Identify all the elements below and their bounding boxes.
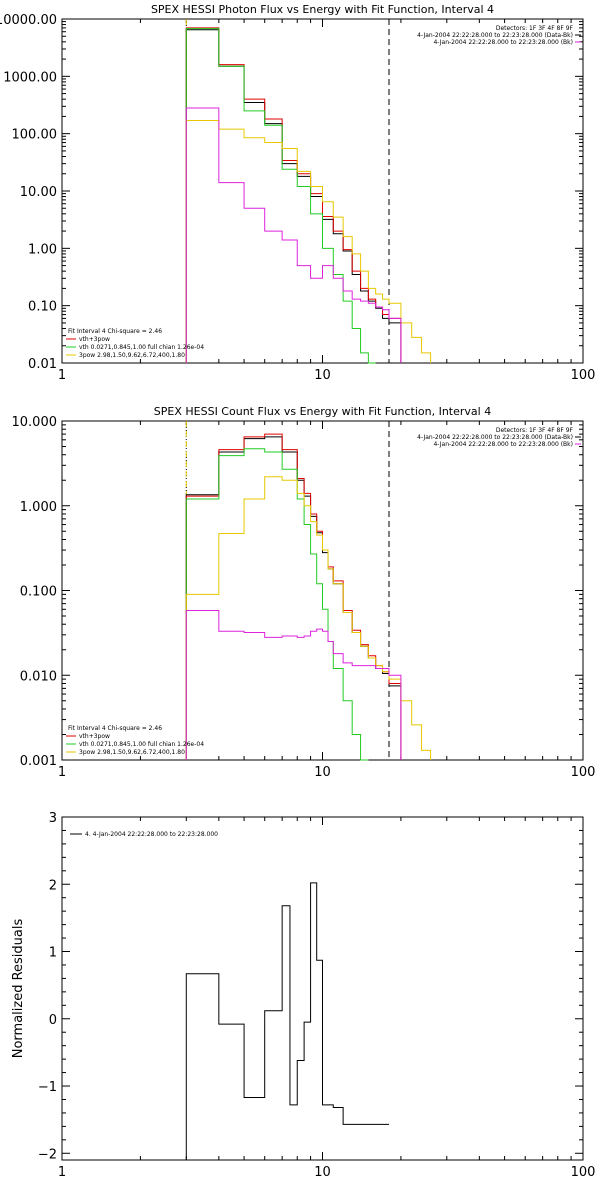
series-line-vth (185, 28, 376, 364)
series-line-residuals (185, 882, 389, 1160)
x-tick-label: 10 (314, 1165, 331, 1180)
series-line-vth-3pow (185, 27, 402, 363)
y-tick-label: 1.000 (20, 500, 57, 515)
y-tick-label: 2 (49, 878, 57, 893)
y-tick-label: 10000.00 (0, 13, 57, 28)
y-tick-label: 100.00 (12, 128, 58, 143)
x-tick-label: 1 (58, 368, 66, 383)
y-tick-label: −2 (38, 1147, 57, 1162)
legend-entry: 3pow 2.98,1.50,9.62,6.72,400,1.80 (79, 352, 185, 359)
legend-entry: Detectors: 1F 3F 4F 8F 9F (496, 427, 574, 434)
y-tick-label: 0.100 (20, 585, 57, 600)
y-tick-label: 1000.00 (3, 70, 57, 85)
x-tick-label: 10 (314, 765, 331, 780)
y-tick-label: 0.001 (20, 754, 57, 769)
legend-entry: 4-Jan-2004 22:22:28.000 to 22:23:28.000 … (433, 39, 573, 46)
series-line-data-bk (185, 29, 402, 363)
y-tick-label: 10.00 (20, 185, 57, 200)
legend-entry: vth+3pow (79, 733, 110, 740)
x-tick-label: 100 (571, 1165, 596, 1180)
y-tick-label: 1.00 (28, 242, 57, 257)
x-tick-label: 100 (571, 765, 596, 780)
legend-entry: vth 0.0271,0.845,1.00 full chian 1.26e-0… (79, 741, 204, 748)
legend-entry: Detectors: 1F 3F 4F 8F 9F (496, 25, 574, 32)
legend-entry: 3pow 2.98,1.50,9.62,6.72,400,1.80 (79, 749, 185, 756)
chart-panel-3: 1 10 100 −2 −1 0 1 2 3 Normalized Residuals 4. 4-J… (11, 811, 595, 1180)
series-line-bk (185, 107, 402, 363)
y-tick-label: 0.010 (20, 669, 57, 684)
legend-entry: Fit Interval 4 Chi-square = 2.46 (68, 725, 162, 732)
legend-entry: vth+3pow (79, 336, 110, 343)
chart-title: SPEX HESSI Count Flux vs Energy with Fit… (154, 405, 491, 418)
series-line-3pow (185, 119, 432, 363)
y-tick-label: 3 (49, 811, 57, 826)
chart-panel-2: SPEX HESSI Count Flux vs Energy with Fit… (12, 405, 596, 780)
legend-entry: 4. 4-Jan-2004 22:22:28.000 to 22:23:28.0… (85, 831, 218, 838)
x-tick-label: 1 (58, 765, 66, 780)
series-line-bk (185, 610, 402, 760)
y-tick-label: 0.10 (28, 300, 57, 315)
x-tick-label: 1 (58, 1165, 66, 1180)
legend-entry: Fit Interval 4 Chi-square = 2.46 (68, 328, 162, 335)
y-tick-label: 0 (49, 1013, 57, 1028)
chart-panel-1: SPEX HESSI Photon Flux vs Energy with Fi… (0, 3, 595, 383)
y-tick-label: 10.000 (12, 415, 58, 430)
legend-entry: vth 0.0271,0.845,1.00 full chian 1.26e-0… (79, 344, 204, 351)
chart-title: SPEX HESSI Photon Flux vs Energy with Fi… (151, 3, 494, 16)
x-tick-label: 10 (314, 368, 331, 383)
y-tick-label: 0.01 (28, 357, 57, 372)
series-line-3pow (185, 476, 432, 760)
y-tick-label: 1 (49, 946, 57, 961)
x-tick-label: 100 (571, 368, 596, 383)
y-axis-label: Normalized Residuals (11, 919, 26, 1059)
legend-entry: 4-Jan-2004 22:22:28.000 to 22:23:28.000 … (417, 434, 573, 441)
series-line-vth (185, 448, 369, 761)
legend-entry: 4-Jan-2004 22:22:28.000 to 22:23:28.000 … (417, 32, 573, 39)
legend-entry: 4-Jan-2004 22:22:28.000 to 22:23:28.000 … (433, 441, 573, 448)
y-tick-label: −1 (38, 1080, 57, 1095)
